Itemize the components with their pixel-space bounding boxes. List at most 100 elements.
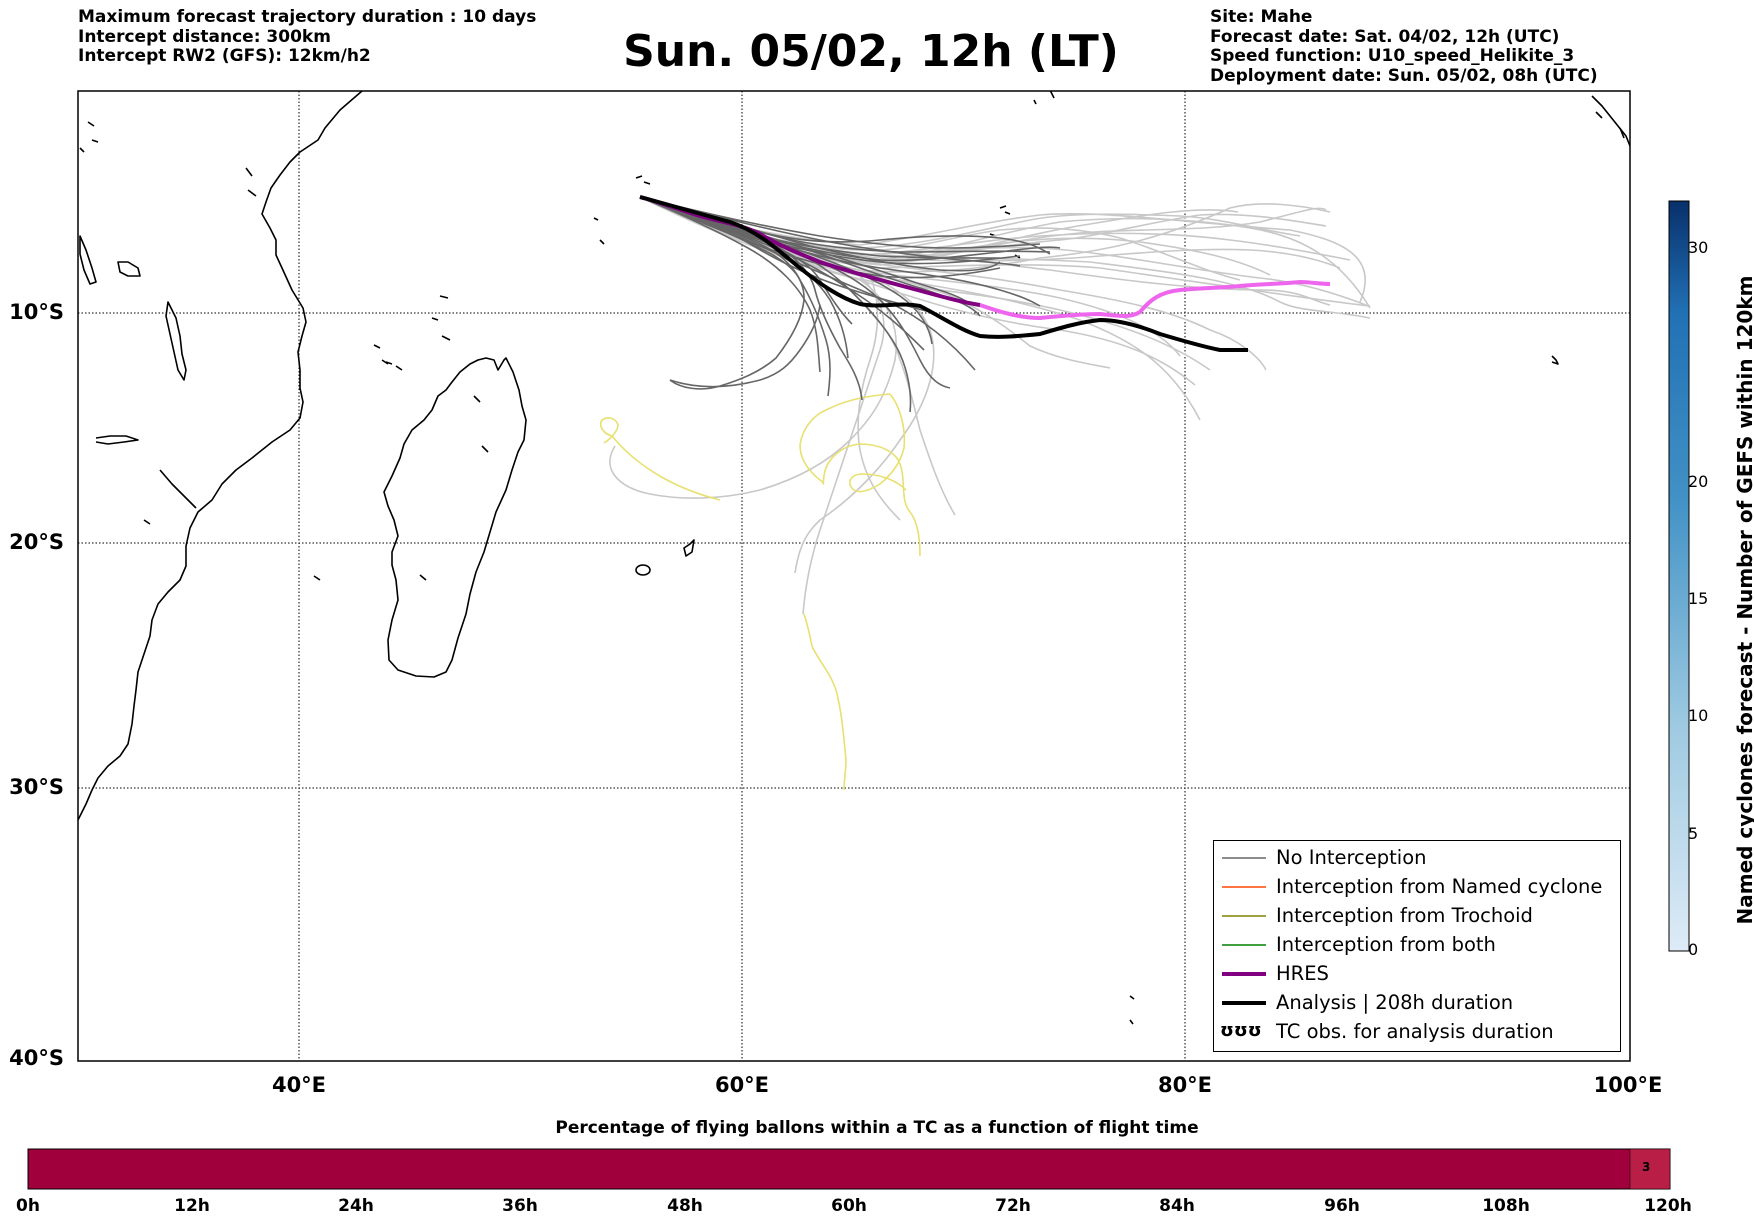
named-cyclones-colorbar bbox=[1668, 200, 1690, 952]
hres-extension-track bbox=[979, 279, 1331, 321]
hres-track bbox=[639, 195, 981, 307]
lat-label-10s: 10°S bbox=[9, 300, 64, 324]
hour-tick: 48h bbox=[667, 1196, 703, 1216]
ensemble-track bbox=[669, 304, 821, 388]
hour-tick: 12h bbox=[174, 1196, 210, 1216]
yellow-track bbox=[799, 393, 921, 557]
colorbar-tick: 0 bbox=[1688, 940, 1699, 959]
yellow-track bbox=[803, 613, 847, 791]
map-gridlines bbox=[78, 91, 1630, 1061]
legend-item-tc-obs: ʊʊʊ TC obs. for analysis duration bbox=[1220, 1020, 1554, 1043]
islands-ne bbox=[1595, 111, 1625, 139]
legend-swatch bbox=[1222, 915, 1266, 917]
no-interception-tracks bbox=[639, 196, 1061, 413]
percentage-bar-end-cell bbox=[1629, 1148, 1671, 1190]
lon-label-60e: 60°E bbox=[714, 1073, 770, 1097]
coastlines bbox=[78, 91, 1630, 1025]
mauritius bbox=[683, 539, 695, 557]
colorbar-tick: 15 bbox=[1688, 589, 1709, 608]
colorbar-title: Named cyclones forecast - Number of GEFS… bbox=[1733, 275, 1754, 925]
legend-item-trochoid: Interception from Trochoid bbox=[1214, 902, 1620, 928]
lat-label-40s: 40°S bbox=[9, 1046, 64, 1070]
islands-sw bbox=[143, 395, 489, 581]
map-legend: No Interception Interception from Named … bbox=[1213, 840, 1621, 1052]
header-deployment-date: Deployment date: Sun. 05/02, 08h (UTC) bbox=[1210, 65, 1598, 86]
ensemble-track bbox=[639, 196, 933, 345]
colorbar-tick: 10 bbox=[1688, 706, 1709, 725]
comoros bbox=[373, 344, 403, 371]
lake-tanganyika bbox=[79, 235, 97, 285]
islands-north bbox=[1033, 91, 1055, 105]
cocos bbox=[1551, 355, 1559, 365]
yellow-tracks bbox=[599, 393, 921, 791]
analysis-track bbox=[639, 195, 1248, 352]
late-member-track bbox=[609, 196, 897, 499]
colorbar-tick: 5 bbox=[1688, 824, 1699, 843]
late-member-track bbox=[857, 275, 901, 521]
legend-item-hres: HRES bbox=[1214, 960, 1620, 986]
legend-item-named-cyclone: Interception from Named cyclone bbox=[1214, 873, 1620, 899]
yellow-track bbox=[599, 417, 721, 501]
late-member-track bbox=[859, 299, 956, 516]
legend-item-both: Interception from both bbox=[1214, 931, 1620, 957]
percentage-bar-title: Percentage of flying ballons within a TC… bbox=[555, 1118, 1199, 1138]
hour-tick: 120h bbox=[1644, 1196, 1692, 1216]
amsterdam-islands bbox=[1129, 995, 1135, 1025]
lake-small bbox=[95, 435, 139, 445]
reunion bbox=[635, 564, 651, 576]
legend-swatch bbox=[1222, 972, 1266, 976]
percentage-bar-end-value: 3 bbox=[1642, 1160, 1651, 1174]
zanzibar bbox=[245, 167, 257, 197]
colorbar-tick: 20 bbox=[1688, 472, 1709, 491]
header-intercept-distance: Intercept distance: 300km bbox=[78, 26, 331, 47]
percentage-bar bbox=[27, 1148, 1671, 1190]
sumatra bbox=[1591, 95, 1630, 147]
header-right: Site: Mahe Forecast date: Sat. 04/02, 12… bbox=[1210, 7, 1598, 86]
legend-swatch bbox=[1222, 886, 1266, 888]
lake-victoria bbox=[117, 261, 141, 277]
hour-tick: 108h bbox=[1482, 1196, 1530, 1216]
legend-swatch bbox=[1222, 1001, 1266, 1005]
page-title: Sun. 05/02, 12h (LT) bbox=[623, 26, 1119, 77]
ensemble-track bbox=[639, 196, 951, 389]
header-intercept-rw2: Intercept RW2 (GFS): 12km/h2 bbox=[78, 46, 371, 66]
header-max-duration: Maximum forecast trajectory duration : 1… bbox=[78, 7, 537, 27]
map-frame bbox=[77, 90, 1631, 1062]
late-member-track bbox=[639, 196, 1366, 303]
hour-tick: 0h bbox=[16, 1196, 40, 1216]
hour-tick: 84h bbox=[1159, 1196, 1195, 1216]
colorbar-tick: 30 bbox=[1688, 238, 1709, 257]
hour-tick: 24h bbox=[338, 1196, 374, 1216]
legend-item-no-interception: No Interception bbox=[1214, 844, 1620, 870]
lake-malawi bbox=[165, 301, 187, 381]
hour-tick: 72h bbox=[995, 1196, 1031, 1216]
islands-misc bbox=[381, 295, 451, 365]
hour-tick: 96h bbox=[1324, 1196, 1360, 1216]
header-speed-function: Speed function: U10_speed_Helikite_3 bbox=[1210, 46, 1575, 66]
lon-label-40e: 40°E bbox=[271, 1073, 327, 1097]
yellow-track bbox=[849, 393, 907, 493]
ensemble-track bbox=[639, 196, 831, 397]
percentage-bar-fill bbox=[27, 1148, 1671, 1190]
hour-tick: 36h bbox=[502, 1196, 538, 1216]
lon-label-100e: 100°E bbox=[1593, 1073, 1663, 1097]
hour-tick: 60h bbox=[831, 1196, 867, 1216]
legend-item-analysis: Analysis | 208h duration bbox=[1214, 989, 1620, 1015]
lat-label-20s: 20°S bbox=[9, 530, 64, 554]
late-member-track bbox=[639, 196, 1211, 371]
tc-obs-icon: ʊʊʊ bbox=[1220, 1020, 1262, 1041]
madagascar-coastline bbox=[383, 357, 527, 678]
legend-swatch bbox=[1222, 857, 1266, 859]
islands-sc-left bbox=[79, 121, 99, 153]
ensemble-track bbox=[639, 196, 1041, 249]
lon-label-80e: 80°E bbox=[1157, 1073, 1213, 1097]
legend-swatch bbox=[1222, 944, 1266, 946]
chagos bbox=[989, 205, 1021, 259]
lat-label-30s: 30°S bbox=[9, 775, 64, 799]
header-site: Site: Mahe bbox=[1210, 7, 1313, 27]
ensemble-track bbox=[639, 196, 821, 373]
river-zambezi bbox=[159, 469, 197, 509]
header-left: Maximum forecast trajectory duration : 1… bbox=[78, 7, 537, 67]
header-forecast-date: Forecast date: Sat. 04/02, 12h (UTC) bbox=[1210, 26, 1560, 47]
